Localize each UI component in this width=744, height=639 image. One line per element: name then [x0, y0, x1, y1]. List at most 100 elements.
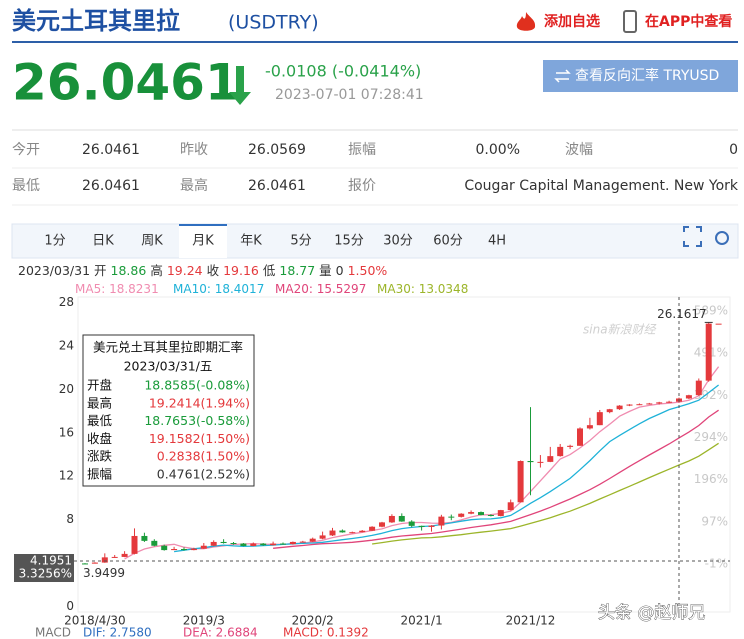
candle-body [577, 428, 583, 446]
info-value: 0 [336, 263, 344, 278]
crosshair-box [14, 554, 74, 583]
info-date: 2023/03/31 [18, 263, 90, 278]
tab[interactable]: 1分 [44, 234, 65, 249]
x-tick-label: 2018/4/30 [64, 614, 126, 628]
candle-body [319, 535, 326, 539]
legend-entry: MA20: 15.5297 [275, 282, 366, 296]
candle-body [309, 538, 316, 542]
candle-body [161, 545, 168, 551]
fullscreen-icon[interactable] [683, 226, 702, 247]
tooltip-value: 18.8585(-0.08%) [144, 378, 250, 393]
candle-body [606, 409, 613, 413]
legend-value: 15.5297 [317, 282, 367, 296]
legend-entry: MA5: 18.8231 [75, 282, 159, 296]
candle-body [379, 522, 385, 527]
tab[interactable]: 4H [488, 234, 506, 249]
candle-body [181, 549, 187, 551]
y2-tick-label: 589% [694, 303, 728, 317]
candle-body [339, 530, 346, 533]
tooltip-value: 0.4761(2.52%) [157, 467, 250, 482]
watermark-toutiao: 头条 @赵师兄 [598, 603, 705, 623]
legend-value: 18.8231 [109, 282, 159, 296]
stat-label: 报价 [348, 178, 376, 194]
symbol: (USDTRY) [228, 12, 319, 34]
tab[interactable]: 月K [192, 234, 214, 249]
tab[interactable]: 周K [141, 234, 163, 249]
candle-body [349, 532, 356, 534]
candle-body [646, 403, 653, 405]
info-label: 量 [319, 263, 332, 278]
info-value: 1.50% [348, 263, 388, 278]
y-tick-label: 8 [66, 512, 74, 526]
plot-frame [77, 296, 731, 613]
reverse-button[interactable] [543, 60, 738, 92]
swap-icon [554, 69, 571, 83]
tooltip-label: 开盘 [87, 378, 112, 393]
stat-label: 今开 [12, 142, 40, 158]
y-tick-label: 24 [59, 338, 74, 352]
phone-icon[interactable] [623, 10, 637, 33]
tab[interactable]: 日K [92, 234, 114, 249]
candle-body [111, 556, 118, 558]
stat-label: 最高 [180, 177, 208, 194]
info-value: 19.16 [223, 263, 259, 278]
legend-entry: MA10: 18.4017 [173, 282, 264, 296]
stat-label: 波幅 [565, 142, 593, 158]
candle-body [121, 553, 128, 557]
stat-value: 0.00% [476, 142, 520, 158]
candle-body [91, 562, 98, 564]
legend-name: MA10: [173, 282, 211, 296]
x-tick-label: 2021/12 [506, 614, 556, 628]
tooltip-title: 美元兑土耳其里拉即期汇率 [93, 340, 243, 355]
stat-value: 26.0461 [82, 178, 140, 194]
info-bar: 2023/03/31 开 18.86 高 19.24 收 19.16 低 18.… [18, 263, 387, 278]
candle-body [190, 548, 197, 551]
tab[interactable]: 30分 [383, 234, 413, 249]
tooltip-value: 19.2414(1.94%) [149, 395, 250, 410]
stat-value: Cougar Capital Management. New York [464, 178, 739, 194]
candle-body [171, 549, 178, 551]
legend-name: MA20: [275, 282, 313, 296]
candle-body [656, 402, 663, 404]
change: -0.0108 (-0.0414%) [265, 62, 421, 81]
candle-body [289, 541, 296, 545]
view-in-app[interactable]: 在APP中查看 [645, 13, 732, 30]
fire-icon[interactable] [516, 12, 536, 31]
tab[interactable]: 年K [240, 234, 262, 249]
candle-body [82, 563, 88, 565]
reverse-button-label[interactable]: 查看反向汇率 TRYUSD [575, 67, 719, 84]
watermark-sina: sina新浪财经 [583, 323, 658, 337]
tooltip-box [82, 334, 255, 487]
y2-tick-label: 392% [694, 388, 728, 402]
tab[interactable]: 5分 [290, 234, 311, 249]
macd-text: DIF: 2.7580 [83, 626, 152, 639]
title: 美元土耳其里拉 [12, 7, 180, 35]
price: 26.0461 [12, 54, 240, 112]
tooltip-value: 0.2838(1.50%) [157, 449, 250, 464]
settings-icon[interactable] [715, 231, 729, 245]
x-tick-label: 2019/3 [183, 614, 225, 628]
stat-label: 振幅 [348, 142, 376, 158]
x-tick-label: 2021/1 [400, 614, 442, 628]
tooltip-date: 2023/03/31/五 [124, 359, 213, 374]
candle-body [705, 323, 712, 381]
candle-body [497, 510, 504, 516]
candle-body [408, 521, 415, 526]
candle-body [280, 543, 286, 545]
candle-body [369, 526, 376, 531]
stat-value: 26.0569 [248, 142, 306, 158]
legend-value: 13.0348 [419, 282, 469, 296]
macd-text: DEA: 2.6884 [183, 626, 258, 639]
candle-body [230, 543, 237, 545]
candle-body [527, 461, 534, 463]
add-watchlist[interactable]: 添加自选 [544, 13, 600, 30]
info-value: 18.77 [279, 263, 315, 278]
candle-body [507, 502, 514, 511]
info-label: 高 [150, 263, 163, 278]
candle-body [487, 515, 494, 517]
candle-body [418, 525, 425, 527]
tab[interactable]: 60分 [433, 234, 463, 249]
y-tick-label: 28 [59, 295, 74, 309]
tab[interactable]: 15分 [334, 234, 364, 249]
